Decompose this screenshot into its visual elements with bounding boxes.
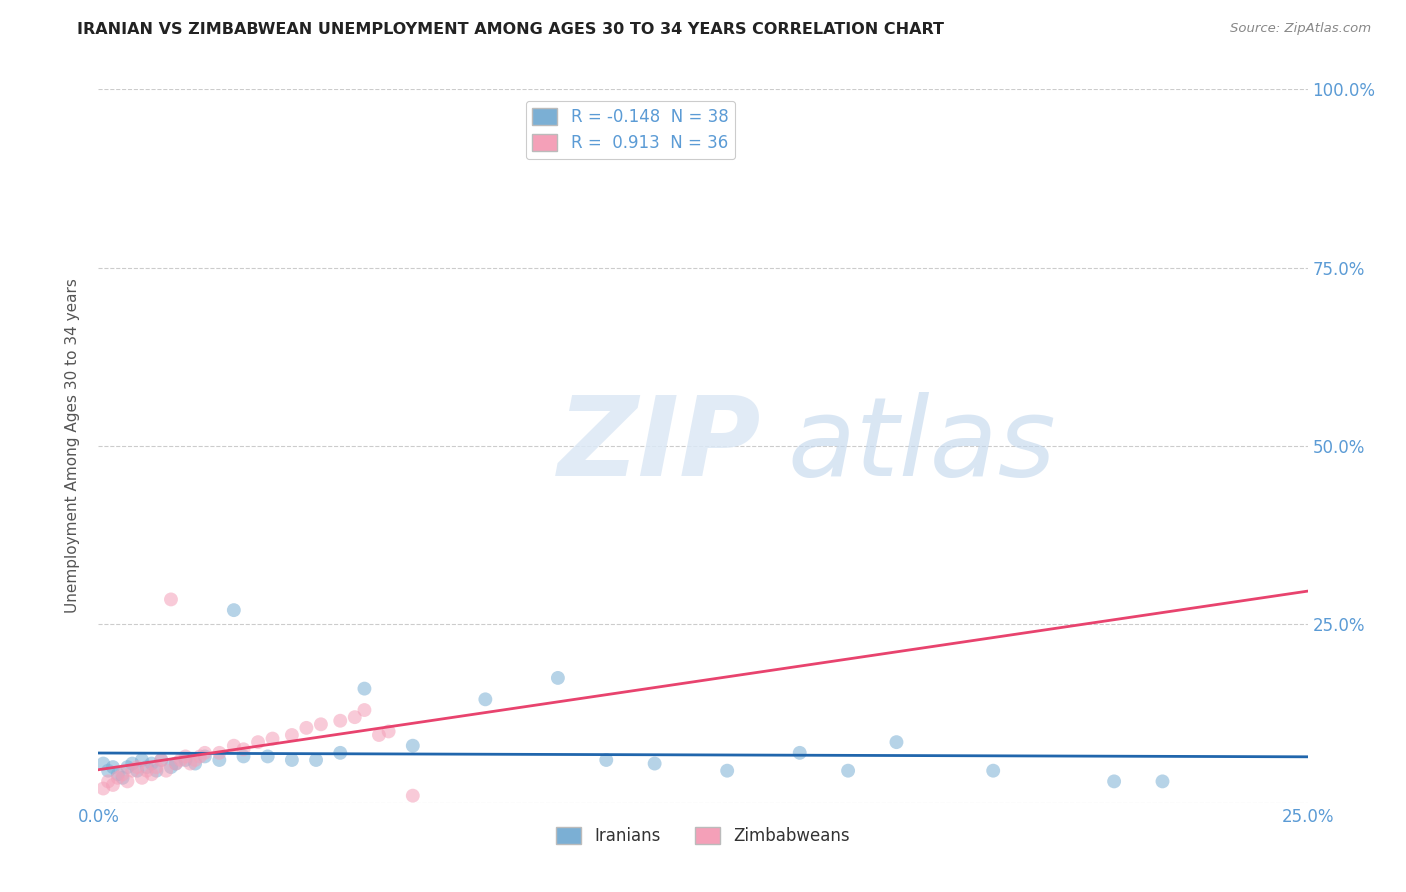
Point — [150, 753, 173, 767]
Point — [107, 767, 129, 781]
Point — [886, 735, 908, 749]
Point — [165, 756, 187, 771]
Point — [135, 760, 157, 774]
Point — [309, 717, 332, 731]
Y-axis label: Unemployment Among Ages 30 to 34 years: Unemployment Among Ages 30 to 34 years — [65, 278, 80, 614]
Point — [165, 756, 187, 771]
Point — [1102, 774, 1125, 789]
Point — [208, 753, 231, 767]
Point — [141, 767, 163, 781]
Point — [111, 771, 134, 785]
Legend: Iranians, Zimbabweans: Iranians, Zimbabweans — [550, 820, 856, 852]
Point — [97, 774, 120, 789]
Point — [981, 764, 1004, 778]
Point — [97, 764, 120, 778]
Point — [179, 756, 201, 771]
Point — [121, 764, 143, 778]
Point — [789, 746, 811, 760]
Point — [111, 767, 134, 781]
Point — [644, 756, 666, 771]
Point — [247, 735, 270, 749]
Point — [222, 603, 245, 617]
Point — [145, 764, 167, 778]
Point — [184, 756, 207, 771]
Point — [353, 703, 375, 717]
Point — [377, 724, 399, 739]
Point — [91, 781, 114, 796]
Text: Source: ZipAtlas.com: Source: ZipAtlas.com — [1230, 22, 1371, 36]
Point — [184, 753, 207, 767]
Point — [262, 731, 284, 746]
Point — [716, 764, 738, 778]
Point — [474, 692, 496, 706]
Point — [169, 753, 191, 767]
Point — [141, 756, 163, 771]
Point — [402, 789, 425, 803]
Point — [595, 753, 617, 767]
Point — [837, 764, 859, 778]
Text: IRANIAN VS ZIMBABWEAN UNEMPLOYMENT AMONG AGES 30 TO 34 YEARS CORRELATION CHART: IRANIAN VS ZIMBABWEAN UNEMPLOYMENT AMONG… — [77, 22, 945, 37]
Point — [107, 771, 129, 785]
Point — [121, 756, 143, 771]
Point — [547, 671, 569, 685]
Point — [281, 753, 304, 767]
Point — [222, 739, 245, 753]
Point — [101, 778, 124, 792]
Point — [135, 764, 157, 778]
Point — [160, 760, 183, 774]
Point — [402, 739, 425, 753]
Text: atlas: atlas — [787, 392, 1056, 500]
Point — [127, 764, 149, 778]
Point — [368, 728, 391, 742]
Point — [208, 746, 231, 760]
Point — [232, 742, 254, 756]
Point — [329, 746, 352, 760]
Text: ZIP: ZIP — [558, 392, 762, 500]
Point — [281, 728, 304, 742]
Point — [256, 749, 278, 764]
Point — [1152, 774, 1174, 789]
Point — [91, 756, 114, 771]
Point — [343, 710, 366, 724]
Point — [174, 749, 197, 764]
Point — [194, 746, 217, 760]
Point — [127, 760, 149, 774]
Point — [305, 753, 328, 767]
Point — [131, 771, 153, 785]
Point — [353, 681, 375, 696]
Point — [145, 760, 167, 774]
Point — [295, 721, 318, 735]
Point — [117, 774, 139, 789]
Point — [174, 753, 197, 767]
Point — [232, 749, 254, 764]
Point — [329, 714, 352, 728]
Point — [101, 760, 124, 774]
Point — [194, 749, 217, 764]
Point — [131, 753, 153, 767]
Point — [117, 760, 139, 774]
Point — [188, 749, 211, 764]
Point — [160, 592, 183, 607]
Point — [155, 764, 177, 778]
Point — [150, 753, 173, 767]
